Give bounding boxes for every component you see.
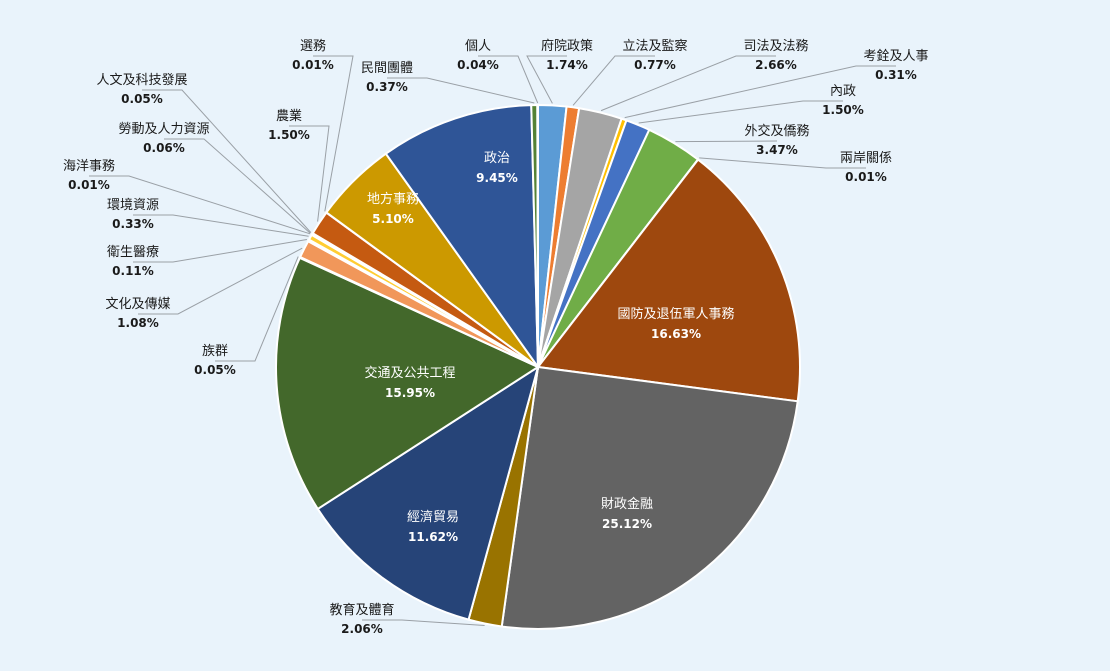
pie-slice-7: [536, 158, 801, 403]
slice-value-label-10: 11.62%: [408, 530, 458, 544]
slice-name-label-20: 選務: [300, 39, 326, 54]
leader-line-16: [89, 175, 311, 235]
leader-line-1: [572, 55, 655, 106]
leader-line-17: [164, 138, 311, 234]
slice-name-label-14: 衛生醫療: [107, 245, 159, 260]
slice-name-label-12: 族群: [202, 343, 228, 359]
slice-name-label-13: 文化及傳媒: [105, 297, 170, 312]
slice-value-label-3: 0.31%: [875, 68, 917, 82]
slice-name-label-17: 勞動及人力資源: [118, 122, 209, 137]
slice-value-label-0: 1.74%: [546, 58, 588, 72]
slice-value-label-8: 25.12%: [602, 517, 652, 531]
slice-name-label-18: 人文及科技發展: [96, 73, 187, 88]
slice-name-label-4: 內政: [830, 84, 856, 99]
leader-lines: [89, 55, 896, 626]
pie-slice-24: [536, 103, 539, 368]
leader-line-20: [313, 55, 354, 212]
slice-value-label-2: 2.66%: [755, 58, 797, 72]
slice-labels: 府院政策 1.74% 立法及監察 0.77% 司法及法務 2.66% 考銓及人事 0.31% 內…: [63, 38, 929, 636]
pie-slice-22: [384, 104, 540, 371]
slice-name-label-15: 環境資源: [107, 198, 159, 213]
slice-value-label-1: 0.77%: [634, 58, 676, 72]
slice-value-label-12: 0.05%: [194, 363, 236, 377]
slice-name-label-21: 地方事務: [367, 191, 419, 207]
slice-name-label-23: 民間團體: [361, 61, 413, 76]
leader-line-3: [624, 65, 896, 119]
slice-name-label-7: 國防及退伍軍人事務: [617, 306, 734, 322]
slice-value-label-4: 1.50%: [822, 103, 864, 117]
slice-name-label-5: 外交及僑務: [744, 123, 809, 139]
slice-name-label-8: 財政金融: [601, 496, 653, 512]
slice-value-label-23: 0.37%: [366, 80, 408, 94]
slice-name-label-10: 經濟貿易: [407, 509, 459, 525]
leader-line-0: [526, 55, 567, 104]
slice-value-label-13: 1.08%: [117, 316, 159, 330]
slice-value-label-14: 0.11%: [112, 264, 154, 278]
slice-value-label-15: 0.33%: [112, 217, 154, 231]
slice-name-label-9: 教育及體育: [329, 602, 394, 618]
pie-slice-11: [275, 256, 541, 511]
leader-line-14: [133, 239, 307, 263]
slice-value-label-16: 0.01%: [68, 178, 110, 192]
leader-line-24: [478, 55, 539, 104]
leader-line-2: [600, 55, 776, 112]
leader-line-15: [133, 214, 309, 237]
slice-name-label-24: 個人: [465, 39, 491, 54]
slice-value-label-5: 3.47%: [756, 143, 798, 157]
slice-value-label-6: 0.01%: [845, 170, 887, 184]
slice-name-label-1: 立法及監察: [622, 38, 687, 54]
slice-value-label-22: 9.45%: [476, 171, 518, 185]
slice-value-label-17: 0.06%: [143, 141, 185, 155]
slice-name-label-11: 交通及公共工程: [364, 365, 455, 381]
slice-name-label-2: 司法及法務: [743, 39, 808, 54]
leader-line-12: [215, 256, 299, 362]
slice-name-label-19: 農業: [276, 108, 302, 124]
slice-value-label-18: 0.05%: [121, 92, 163, 106]
leader-line-6: [699, 157, 866, 169]
slice-name-label-16: 海洋事務: [63, 159, 115, 174]
leader-line-5: [675, 140, 778, 143]
slice-name-label-0: 府院政策: [541, 38, 593, 54]
leader-line-4: [638, 100, 843, 124]
slice-value-label-24: 0.04%: [457, 58, 499, 72]
slice-name-label-22: 政治: [484, 151, 510, 166]
slice-value-label-20: 0.01%: [292, 58, 334, 72]
slice-value-label-7: 16.63%: [651, 327, 701, 341]
slice-name-label-6: 兩岸關係: [840, 151, 892, 166]
leader-line-23: [387, 77, 535, 104]
slice-value-label-21: 5.10%: [372, 212, 414, 226]
pie-slice-10: [316, 364, 540, 621]
slice-value-label-9: 2.06%: [341, 622, 383, 636]
slice-value-label-19: 1.50%: [268, 128, 310, 142]
pie-slices: [275, 103, 801, 630]
leader-line-9: [362, 619, 485, 626]
slice-name-label-3: 考銓及人事: [863, 49, 928, 64]
pie-slice-8: [500, 365, 799, 630]
leader-line-13: [138, 247, 303, 315]
leader-line-18: [142, 89, 312, 233]
slice-value-label-11: 15.95%: [385, 386, 435, 400]
leader-line-19: [289, 125, 330, 222]
